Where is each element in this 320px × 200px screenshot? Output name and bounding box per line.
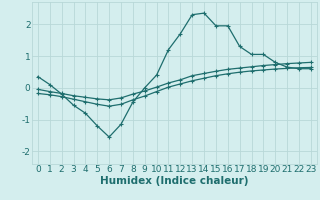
- X-axis label: Humidex (Indice chaleur): Humidex (Indice chaleur): [100, 176, 249, 186]
